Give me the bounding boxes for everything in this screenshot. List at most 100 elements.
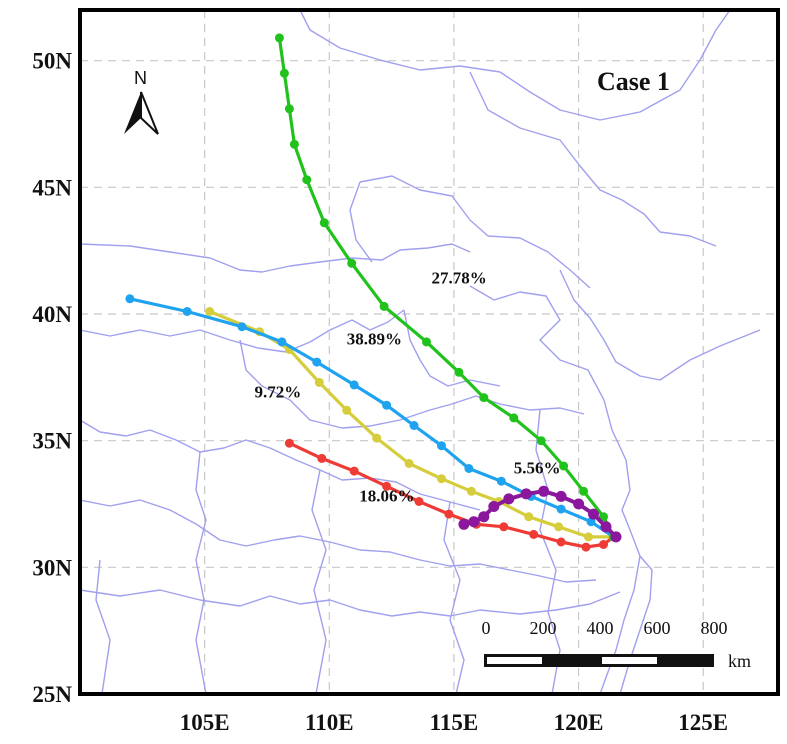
case-title: Case 1 [597,67,670,96]
scale-label: 400 [587,618,614,638]
trajectory-point [584,532,593,542]
trajectory-point [556,504,566,514]
trajectory-point [349,380,359,390]
y-tick-label: 30N [32,555,72,580]
trajectory-point [524,512,534,522]
trajectory-point [372,433,382,443]
north-label: N [134,68,147,88]
trajectory-point [274,33,284,43]
trajectory-point [509,413,519,423]
boundary-line [299,10,731,121]
trajectory-point [556,537,566,547]
trajectory-point [422,337,431,347]
trajectory-point [437,474,446,484]
trajectory-green [274,33,618,542]
y-tick-label: 45N [32,175,72,200]
axis-tick-labels: 105E 110E 115E 120E 125E 50N 45N 40N 35N 30N 25N [32,49,728,735]
trajectory-purple [458,485,622,543]
north-arrow-left-half [124,92,141,134]
y-tick-label: 25N [32,682,72,707]
trajectory-point [284,438,294,448]
trajectory-point [538,485,550,497]
trajectory-point [458,518,470,530]
boundary-line [359,175,591,289]
trajectory-point [342,405,352,415]
trajectory-point [503,493,515,505]
trajectory-point [466,486,476,496]
boundary-line [80,243,471,273]
percent-label-green: 27.78% [432,269,487,288]
trajectory-point [479,393,489,403]
trajectory-point [277,337,287,347]
trajectory-point [588,508,599,520]
trajectory-point [317,453,327,463]
percent-label-yellow: 9.72% [255,383,302,402]
boundary-line [535,409,561,694]
trajectory-point [319,218,329,228]
boundary-line [311,469,327,694]
trajectory-point [382,481,392,491]
trajectory-point [599,540,608,549]
trajectory-point [573,498,585,510]
boundary-line [80,419,481,511]
trajectory-point [409,421,419,430]
trajectory-point [302,175,312,185]
x-tick-label: 120E [554,710,604,735]
trajectory-point [437,441,446,451]
trajectory-percent-labels: 27.78% 38.89% 9.72% 18.06% 5.56% [255,269,561,506]
percent-label-blue: 38.89% [347,329,402,348]
trajectory-point [554,522,564,532]
boundary-line [403,309,501,387]
trajectory-point [414,497,424,506]
boundary-line [559,269,761,381]
trajectory-point [581,542,591,552]
trajectory-point [488,501,500,512]
trajectory-point [279,68,289,78]
boundary-line [80,499,597,583]
y-tick-label: 40N [32,302,72,327]
trajectory-point [182,307,192,316]
trajectory-point [125,294,135,304]
boundary-line [80,309,405,353]
trajectory-point [382,400,392,410]
trajectory-point [314,377,324,387]
scale-label: 200 [530,618,557,638]
graticule-grid [80,10,778,694]
x-tick-label: 110E [305,710,354,735]
trajectory-point [284,104,294,114]
trajectory-point [468,516,480,528]
trajectory-point [496,476,506,486]
boundary-line [95,559,111,694]
trajectory-point [600,521,612,533]
map-frame [78,8,780,696]
boundary-line [469,285,605,401]
scale-bar: 0 200 400 600 800 km [482,618,752,671]
trajectory-point [499,522,509,532]
trajectory-point [404,459,414,468]
trajectory-point [444,509,454,519]
trajectory-point [478,511,490,523]
scale-bar-segment [487,657,542,664]
trajectory-layer [125,33,622,552]
trajectory-point [529,529,539,539]
trajectory-point [579,486,589,496]
trajectory-point [559,461,569,471]
trajectory-point [520,488,532,500]
trajectory-point [555,490,567,502]
trajectory-blue [125,294,618,542]
boundary-line [239,339,585,429]
boundary-line [443,501,465,694]
scale-label: 800 [701,618,728,638]
map-area [80,10,778,694]
boundary-line [599,399,641,694]
trajectory-point [349,466,359,476]
north-arrow-right-half [140,91,159,135]
x-tick-label: 115E [430,710,479,735]
x-tick-label: 125E [678,710,728,735]
trajectory-point [237,322,247,332]
trajectory-point [289,139,299,149]
trajectory-point [205,307,215,316]
trajectory-point [464,464,474,473]
percent-label-red: 18.06% [359,487,414,506]
